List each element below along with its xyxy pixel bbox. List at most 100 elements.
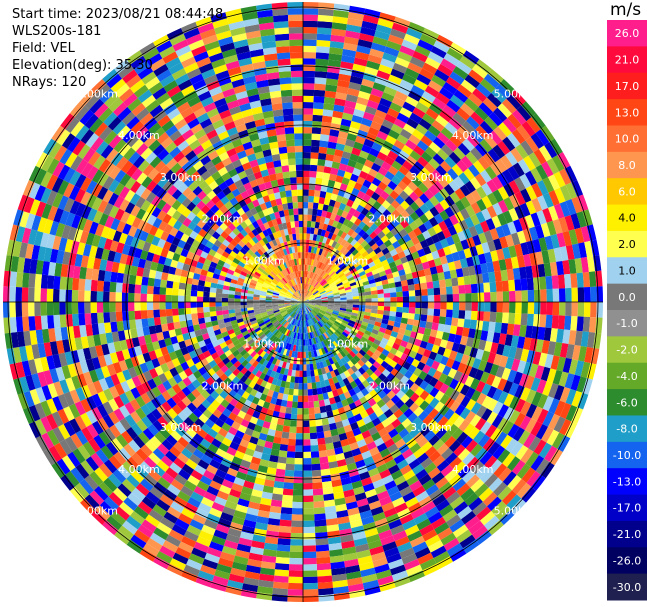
gate-cell [22,316,30,332]
gate-cell [480,330,489,341]
gate-cell [449,269,458,279]
gate-cell [376,442,388,453]
gate-cell [373,258,381,266]
gate-cell [333,200,342,209]
gate-cell [170,430,182,442]
gate-cell [456,107,471,121]
gate-cell [126,456,140,470]
gate-cell [240,404,250,414]
gate-cell [502,344,511,357]
gate-cell [171,288,179,296]
gate-cell [43,342,53,357]
gate-cell [346,570,362,580]
gate-cell [37,217,48,233]
gate-cell [308,294,314,299]
gate-cell [297,307,301,314]
gate-cell [470,147,483,161]
gate-cell [306,258,310,265]
gate-cell [266,347,273,355]
gate-cell [434,380,444,391]
gate-cell [210,399,221,409]
gate-cell [380,360,389,369]
gate-cell [266,310,274,314]
gate-cell [352,427,362,437]
gate-cell [303,302,308,307]
gate-cell [424,383,435,394]
gate-cell [422,178,434,190]
gate-cell [279,279,286,286]
gate-cell [310,221,316,228]
gate-cell [489,363,500,376]
gate-cell [459,184,471,197]
gate-cell [142,163,155,177]
gate-cell [140,302,147,311]
gate-cell [95,448,109,464]
gate-cell [312,337,317,345]
gate-cell [257,319,265,325]
gate-cell [488,111,503,127]
gate-cell [414,217,424,228]
gate-cell [388,428,399,439]
gate-cell [312,309,319,314]
gate-cell [404,329,412,337]
gate-cell [306,326,310,333]
gate-cell [399,228,408,238]
gate-cell [322,257,328,265]
gate-cell [424,146,437,159]
gate-cell [215,448,227,458]
gate-cell [412,485,426,497]
gate-cell [73,265,81,279]
gate-cell [310,311,316,317]
gate-cell [67,136,81,153]
gate-cell [345,289,352,293]
gate-cell [234,415,244,425]
gate-cell [260,452,271,461]
gate-cell [396,112,410,124]
gate-cell [479,451,493,466]
gate-cell [546,220,557,236]
gate-cell [281,288,288,293]
gate-cell [128,302,135,312]
gate-cell [290,298,297,301]
gate-cell [385,231,395,240]
gate-cell [97,199,109,214]
gate-cell [211,256,220,264]
gate-cell [275,556,290,565]
gate-cell [328,422,337,431]
gate-cell [316,563,332,571]
gate-cell [260,290,267,295]
gate-cell [304,289,307,297]
gate-cell [131,168,143,181]
gate-cell [356,352,364,360]
gate-cell [460,487,475,502]
gate-cell [248,314,256,320]
gate-cell [265,302,272,304]
gate-cell [289,331,294,338]
gate-cell [253,304,260,308]
gate-cell [412,50,428,63]
gate-cell [360,261,368,268]
gate-cell [402,160,414,171]
gate-cell [228,294,235,299]
gate-cell [332,310,340,314]
gate-cell [210,581,227,592]
gate-cell [308,284,312,291]
gate-cell [464,515,480,530]
gate-cell [303,345,306,352]
gate-cell [72,140,86,156]
gate-cell [431,516,446,530]
gate-cell [559,402,572,419]
gate-cell [321,295,328,299]
gate-cell [85,456,99,472]
gate-cell [128,274,137,285]
gate-cell [382,283,390,290]
gate-cell [362,318,370,324]
gate-cell [303,51,317,59]
gate-cell [370,121,382,131]
gate-cell [488,477,503,493]
gate-cell [459,293,466,302]
gate-cell [491,500,507,516]
gate-cell [341,331,349,338]
gate-cell [433,550,450,564]
gate-cell [146,285,154,295]
